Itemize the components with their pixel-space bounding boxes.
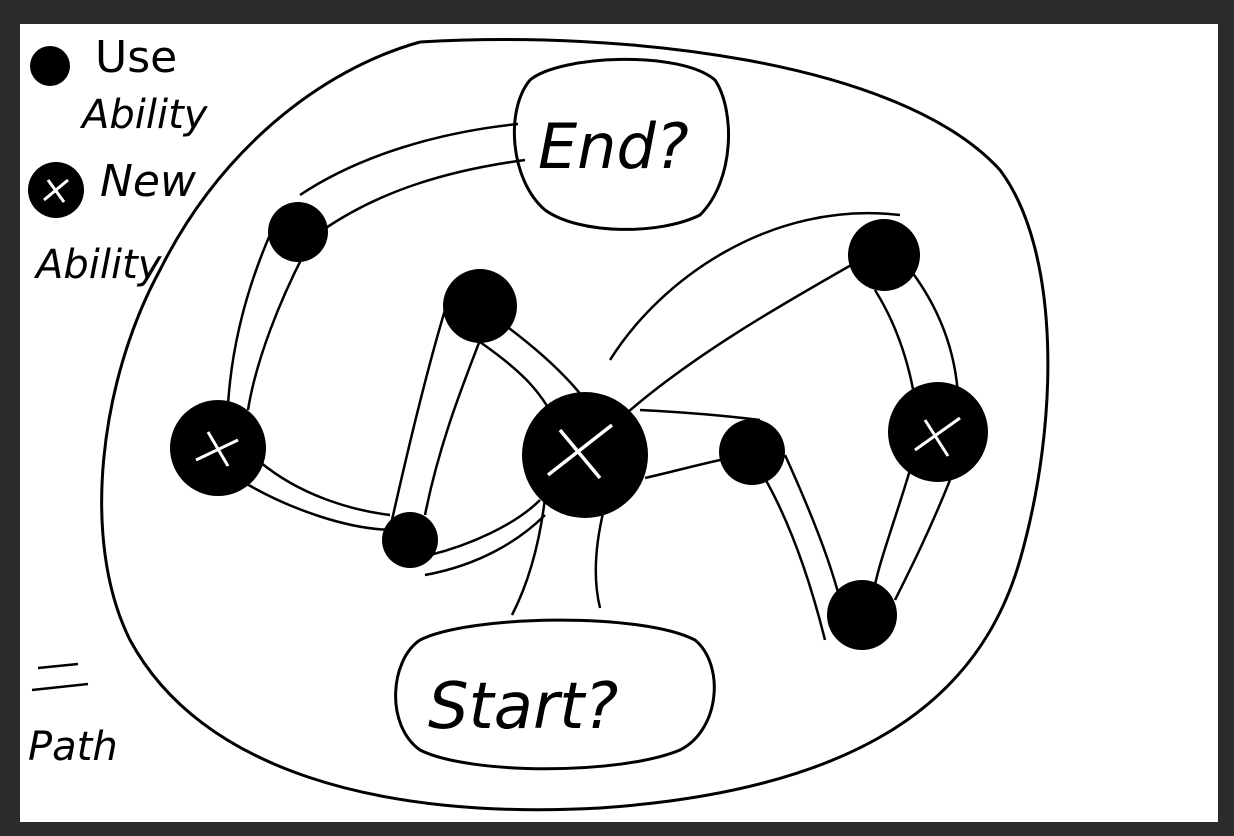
outer-boundary (100, 38, 1050, 812)
start-bubble (394, 618, 716, 771)
ability-node-n2 (170, 400, 266, 496)
legend-use-line2: Ability (79, 92, 209, 138)
ability-node-n3 (443, 269, 517, 343)
use-ability-legend-dot (30, 46, 70, 86)
legend: Use Ability New Ability Path (28, 32, 209, 770)
new-ability-legend-dot (28, 162, 84, 218)
end-bubble (512, 57, 730, 231)
ability-node-n4 (382, 512, 438, 568)
ability-node-n8 (888, 382, 988, 482)
legend-use-line1: Use (95, 32, 177, 83)
path-lines (226, 122, 960, 641)
path-legend-symbol (31, 662, 89, 692)
legend-new-line2: Ability (33, 242, 163, 288)
ability-node-n1 (268, 202, 328, 262)
ability-node-n9 (827, 580, 897, 650)
legend-path-label: Path (28, 724, 118, 770)
ability-node-n7 (848, 219, 920, 291)
ability-node-n5 (522, 392, 648, 518)
start-label: Start? (428, 670, 618, 744)
legend-new-line1: New (100, 156, 197, 207)
ability-node-n6 (719, 419, 785, 485)
end-label: End? (538, 110, 689, 183)
